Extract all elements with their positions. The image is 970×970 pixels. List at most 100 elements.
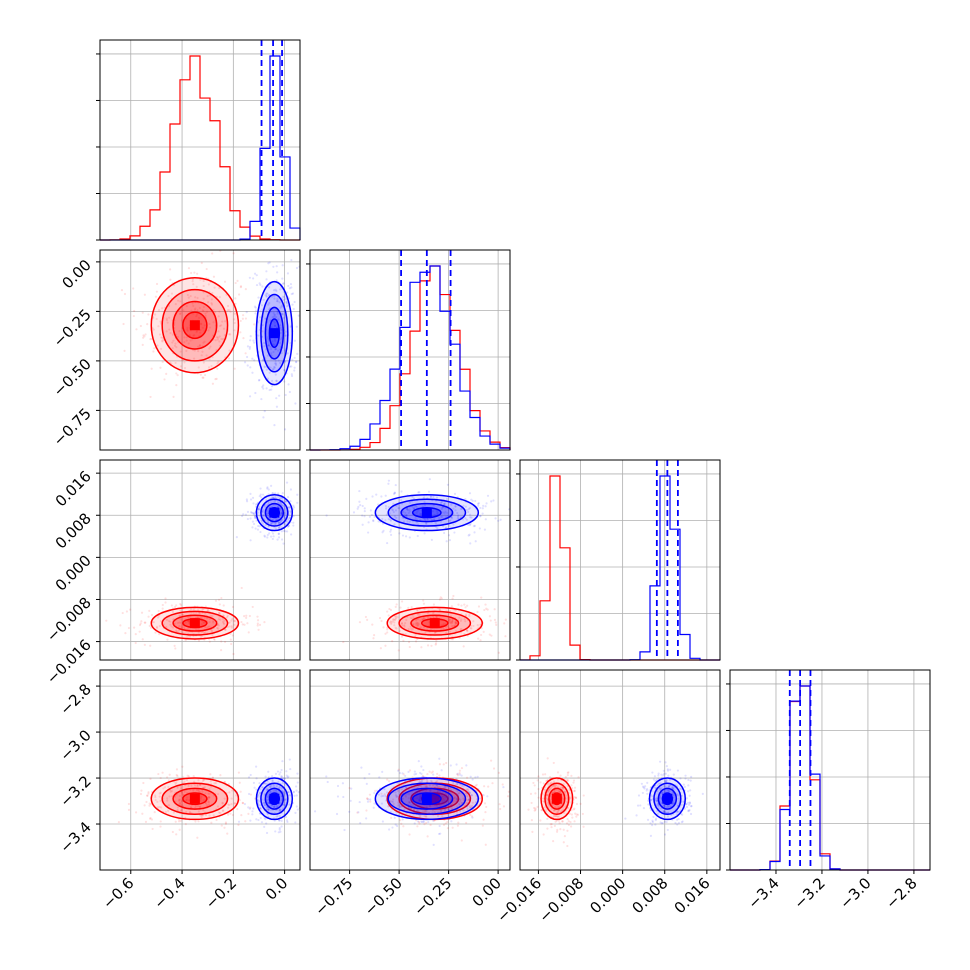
blue-contour	[374, 777, 480, 821]
red-peak	[429, 793, 440, 804]
red-contour	[161, 782, 229, 816]
blue-peak	[421, 507, 432, 518]
red-contour	[548, 787, 566, 810]
red-contour	[544, 782, 570, 816]
red-contour	[161, 288, 229, 362]
x-tick-label: −3.0	[836, 874, 874, 912]
x-tick-label: 0.000	[586, 874, 629, 917]
x-tick-label: −0.25	[410, 874, 455, 919]
histogram-panel-0	[96, 39, 301, 241]
x-tick-label: −3.2	[790, 874, 828, 912]
red-contour	[386, 606, 484, 640]
histogram-panel-1	[306, 249, 511, 451]
red-contour	[150, 777, 240, 821]
red-contour	[540, 777, 574, 821]
y-tick-label: 0.008	[52, 509, 95, 552]
x-tick-label: 0.008	[628, 874, 671, 917]
histogram-panel-2	[516, 459, 721, 661]
red-peak	[189, 320, 200, 331]
red-peak	[189, 793, 200, 804]
red-contour	[161, 610, 229, 636]
x-tick-label: −0.008	[535, 874, 587, 926]
y-tick-label: −0.50	[50, 355, 95, 400]
blue-contour	[374, 493, 480, 532]
x-tick-label: −0.4	[150, 874, 188, 912]
blue-contour	[400, 502, 454, 523]
blue-contour	[260, 293, 289, 373]
x-tick-label: −3.4	[744, 874, 782, 912]
x-tick-label: −2.8	[882, 874, 920, 912]
scatter-panel-3-0	[96, 669, 301, 871]
red-contour	[420, 792, 449, 806]
red-histogram	[730, 685, 930, 871]
x-tick-label: −0.6	[99, 874, 137, 912]
y-tick-label: −3.4	[56, 818, 94, 856]
axes-frame	[99, 39, 301, 241]
x-tick-label: 0.0	[262, 874, 292, 904]
x-tick-label: −0.75	[311, 874, 356, 919]
blue-contour	[411, 792, 442, 806]
blue-contour	[264, 306, 285, 360]
y-tick-label: −0.008	[43, 594, 95, 646]
axes-frame	[729, 669, 931, 871]
scatter-panel-2-1	[309, 459, 511, 661]
blue-histogram	[309, 265, 511, 451]
scatter-panel-3-2	[519, 669, 721, 871]
scatter-panel-1-0	[96, 249, 301, 451]
y-tick-label: −3.0	[56, 726, 94, 764]
y-tick-label: 0.016	[52, 467, 95, 510]
y-tick-label: 0.000	[52, 551, 95, 594]
red-peak	[189, 618, 200, 629]
blue-peak	[269, 507, 280, 518]
blue-peak	[269, 793, 280, 804]
y-tick-label: −0.016	[43, 636, 95, 688]
blue-histogram	[730, 685, 930, 871]
blue-contour	[255, 777, 294, 821]
blue-contour	[657, 787, 678, 810]
blue-contour	[264, 787, 285, 810]
blue-contour	[653, 782, 682, 816]
red-contour	[172, 300, 218, 350]
x-tick-label: −0.016	[493, 874, 545, 926]
blue-contour	[387, 498, 467, 527]
y-tick-label: −0.75	[50, 404, 95, 449]
histogram-panel-3	[726, 669, 931, 871]
blue-contour	[255, 280, 294, 386]
blue-contour	[264, 502, 285, 523]
axes-frame	[309, 669, 511, 871]
x-tick-label: −0.50	[361, 874, 406, 919]
blue-peak	[662, 793, 673, 804]
x-tick-label: 0.016	[671, 874, 714, 917]
y-tick-label: −0.25	[50, 305, 95, 350]
x-tick-label: 0.00	[469, 874, 505, 910]
axes-frame	[519, 669, 721, 871]
y-tick-label: −2.8	[56, 680, 94, 718]
axes-frame	[519, 459, 721, 661]
blue-contour	[648, 777, 687, 821]
red-contour	[182, 792, 208, 806]
red-histogram	[519, 475, 720, 661]
axes-frame	[99, 669, 301, 871]
axes-frame	[99, 249, 301, 451]
blue-contour	[400, 787, 454, 810]
red-peak	[429, 618, 440, 629]
scatter-points	[325, 478, 510, 654]
axes-frame	[99, 459, 301, 661]
axes-frame	[309, 249, 511, 451]
scatter-panel-3-1	[309, 669, 511, 871]
red-histogram	[99, 55, 301, 241]
blue-contour	[255, 493, 294, 532]
blue-samples	[235, 758, 300, 835]
x-tick-label: −0.2	[202, 874, 240, 912]
blue-contour	[260, 498, 289, 527]
scatter-panel-2-0	[96, 459, 301, 661]
y-tick-label: −3.2	[56, 772, 94, 810]
blue-peak	[269, 328, 280, 339]
red-contour	[172, 614, 218, 632]
axes-frame	[309, 459, 511, 661]
scatter-points	[117, 758, 300, 839]
red-contour	[150, 606, 240, 640]
red-contour	[172, 787, 218, 810]
red-contour	[398, 610, 472, 636]
